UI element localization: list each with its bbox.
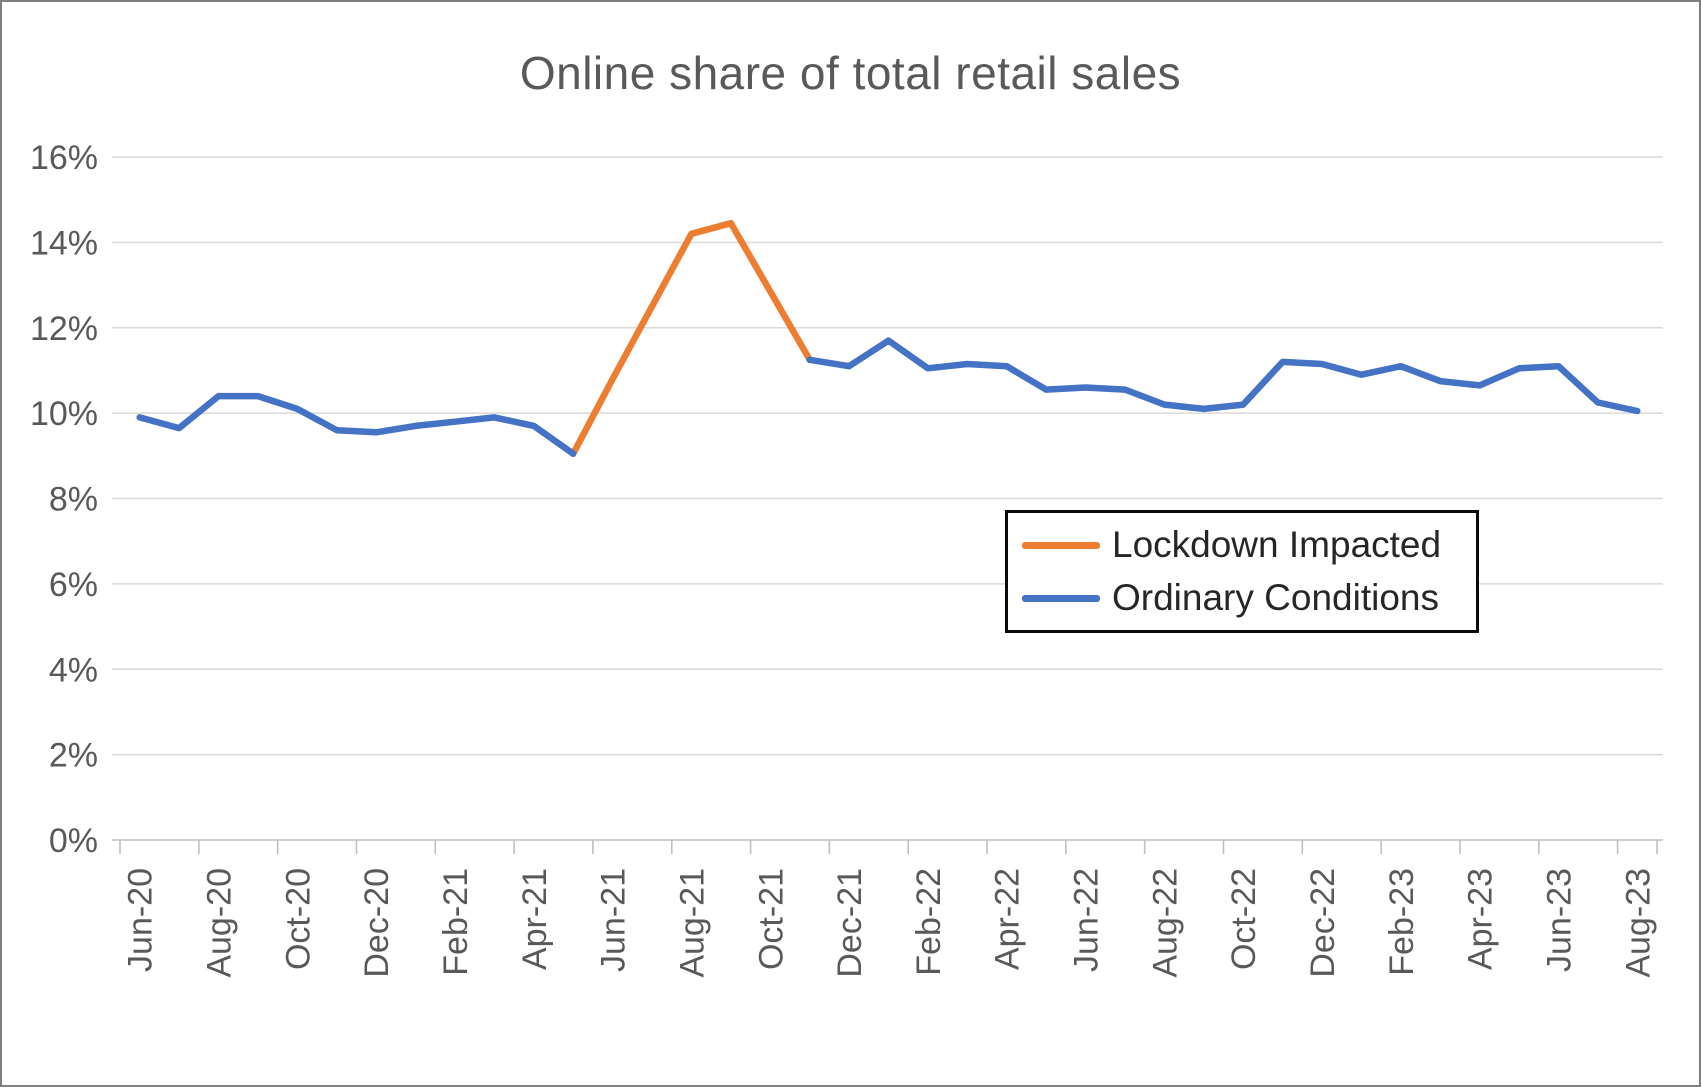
y-axis-tick-label: 4% bbox=[49, 651, 98, 689]
y-axis-tick-label: 12% bbox=[30, 310, 98, 348]
x-axis-tick-label: Aug-23 bbox=[1619, 868, 1657, 978]
y-axis-tick-label: 10% bbox=[30, 395, 98, 433]
x-axis-tick-label: Dec-22 bbox=[1304, 868, 1342, 978]
y-axis-tick-label: 2% bbox=[49, 737, 98, 775]
legend-label-lockdown: Lockdown Impacted bbox=[1112, 524, 1442, 565]
series-line-lockdown bbox=[569, 219, 813, 457]
x-axis-tick-label: Apr-21 bbox=[516, 868, 554, 970]
legend: Lockdown Impacted Ordinary Conditions bbox=[1005, 510, 1479, 634]
x-axis-tick-label: Feb-22 bbox=[910, 868, 948, 976]
y-axis-tick-label: 8% bbox=[49, 481, 98, 519]
lockdown-series-swatch bbox=[1022, 541, 1100, 549]
x-axis-tick-label: Apr-22 bbox=[989, 868, 1027, 970]
y-axis-tick-label: 16% bbox=[30, 139, 98, 177]
x-axis-tick-label: Oct-21 bbox=[752, 868, 790, 970]
legend-item-ordinary: Ordinary Conditions bbox=[1022, 576, 1462, 619]
x-axis-tick-label: Jun-21 bbox=[595, 868, 633, 972]
series-line-ordinary bbox=[136, 337, 1641, 457]
x-axis-tick-label: Aug-21 bbox=[673, 868, 711, 978]
x-axis-tick-label: Dec-21 bbox=[831, 868, 869, 978]
y-axis-tick-label: 0% bbox=[49, 822, 98, 860]
x-axis-tick-label: Dec-20 bbox=[358, 868, 396, 978]
legend-label-ordinary: Ordinary Conditions bbox=[1112, 576, 1439, 618]
x-axis-tick-label: Feb-21 bbox=[437, 868, 475, 976]
chart-title: Online share of total retail sales bbox=[519, 47, 1182, 99]
x-axis-tick-label: Jun-20 bbox=[122, 868, 160, 972]
ordinary-series-swatch bbox=[1022, 594, 1100, 602]
y-axis-tick-label: 14% bbox=[30, 224, 98, 262]
x-axis-tick-label: Oct-20 bbox=[279, 868, 317, 970]
legend-item-lockdown: Lockdown Impacted bbox=[1022, 524, 1462, 566]
x-axis-tick-label: Feb-23 bbox=[1383, 868, 1421, 976]
x-axis-tick-label: Aug-22 bbox=[1146, 868, 1184, 978]
x-axis-tick-label: Jun-23 bbox=[1540, 868, 1578, 972]
x-axis-tick-label: Jun-22 bbox=[1068, 868, 1106, 972]
x-axis-tick-label: Oct-22 bbox=[1225, 868, 1263, 970]
x-axis-tick-label: Aug-20 bbox=[201, 868, 239, 978]
y-axis-tick-label: 6% bbox=[49, 566, 98, 604]
x-axis-tick-label: Apr-23 bbox=[1462, 868, 1500, 970]
